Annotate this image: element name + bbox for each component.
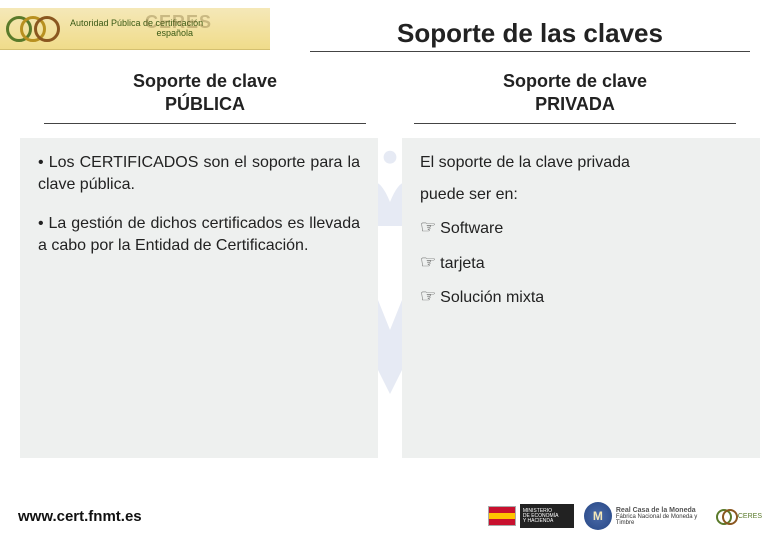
footer-logos: MINISTERIO DE ECONOMÍA Y HACIENDA M Real… xyxy=(488,502,762,530)
subtitle-right: Soporte de clave PRIVADA xyxy=(390,70,760,124)
ceres-logo: Autoridad Pública de certificación españ… xyxy=(0,8,270,50)
right-intro1: El soporte de la clave privada xyxy=(420,152,742,174)
title-wrap: Soporte de las claves xyxy=(270,8,760,52)
subtitle-left-l1: Soporte de clave xyxy=(133,71,277,91)
crown-seal-icon: M xyxy=(584,502,612,530)
header: Autoridad Pública de certificación españ… xyxy=(0,0,780,52)
logo-rings-icon xyxy=(6,12,66,46)
ministry-logo: MINISTERIO DE ECONOMÍA Y HACIENDA xyxy=(488,504,574,528)
fnmt-logo: M Real Casa de la Moneda Fábrica Naciona… xyxy=(584,502,706,530)
subtitles-row: Soporte de clave PÚBLICA Soporte de clav… xyxy=(0,70,780,124)
left-column: • Los CERTIFICADOS son el soporte para l… xyxy=(20,138,378,458)
subtitle-right-l1: Soporte de clave xyxy=(503,71,647,91)
ministry-text: MINISTERIO DE ECONOMÍA Y HACIENDA xyxy=(520,504,574,528)
fnmt-text: Real Casa de la Moneda Fábrica Nacional … xyxy=(616,507,706,526)
subtitle-left-l2: PÚBLICA xyxy=(165,94,245,114)
spain-flag-icon xyxy=(488,506,516,526)
footer: www.cert.fnmt.es MINISTERIO DE ECONOMÍA … xyxy=(0,496,780,540)
ceres-small-label: CERES xyxy=(738,513,762,520)
bullet-tarjeta: tarjeta xyxy=(420,250,742,275)
right-column: El soporte de la clave privada puede ser… xyxy=(402,138,760,458)
left-p2: • La gestión de dichos certificados es l… xyxy=(38,213,360,256)
left-p1: • Los CERTIFICADOS son el soporte para l… xyxy=(38,152,360,195)
right-intro2: puede ser en: xyxy=(420,184,742,206)
subtitle-right-l2: PRIVADA xyxy=(535,94,615,114)
bullet-software: Software xyxy=(420,215,742,240)
ceres-rings-icon xyxy=(716,506,736,526)
content-area: • Los CERTIFICADOS son el soporte para l… xyxy=(20,138,760,458)
logo-watermark: CERES xyxy=(145,12,212,33)
subtitle-left: Soporte de clave PÚBLICA xyxy=(20,70,390,124)
bullet-mixta: Solución mixta xyxy=(420,284,742,309)
ceres-small-logo: CERES xyxy=(716,506,762,526)
footer-url: www.cert.fnmt.es xyxy=(18,508,488,525)
page-title: Soporte de las claves xyxy=(310,18,750,52)
